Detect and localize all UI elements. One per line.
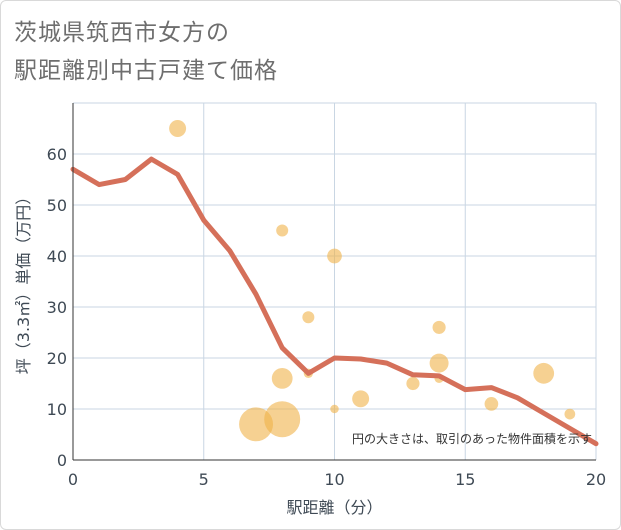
- average-line-layer: [70, 156, 599, 447]
- chart-title-line-1: 茨城県筑西市女方の: [14, 20, 230, 46]
- scatter-point: [276, 224, 289, 237]
- y-tick-label: 40: [47, 247, 67, 266]
- bubble-size-note: 円の大きさは、取引のあった物件面積を示す: [352, 431, 592, 446]
- scatter-point: [406, 376, 420, 391]
- y-tick-label: 30: [47, 298, 67, 317]
- y-tick-label: 20: [47, 349, 67, 368]
- chart-title: 茨城県筑西市女方の 駅距離別中古戸建て価格: [14, 14, 278, 90]
- scatter-bubbles: [169, 120, 576, 442]
- scatter-point: [533, 362, 555, 384]
- y-tick-label: 60: [47, 145, 67, 164]
- scatter-point: [327, 248, 342, 264]
- scatter-point: [169, 120, 187, 137]
- scatter-point: [271, 368, 293, 389]
- y-tick-label: 50: [47, 196, 67, 215]
- scatter-point: [264, 401, 301, 438]
- average-price-line: [70, 156, 599, 447]
- x-tick-label: 10: [324, 470, 344, 489]
- scatter-point: [330, 404, 339, 414]
- scatter-point: [484, 397, 499, 411]
- x-tick-label: 20: [586, 470, 606, 489]
- y-tick-label: 10: [47, 400, 67, 419]
- y-tick-label: 0: [57, 451, 67, 470]
- axes: 0 5 10 15 20 0 10 20 30 40 50 60: [47, 103, 606, 489]
- x-axis-label: 駅距離（分）: [286, 498, 382, 517]
- x-tick-label: 15: [455, 470, 475, 489]
- scatter-point: [432, 320, 446, 334]
- scatter-point: [564, 408, 576, 420]
- axis-labels: 駅距離（分） 坪（3.3㎡）単価（万円） 円の大きさは、取引のあった物件面積を示…: [14, 189, 592, 517]
- y-axis-label: 坪（3.3㎡）単価（万円）: [14, 189, 33, 374]
- grid-lines: [73, 102, 597, 460]
- x-tick-label: 5: [199, 470, 209, 489]
- scatter-point: [429, 353, 449, 373]
- x-tick-label: 0: [68, 470, 78, 489]
- chart-title-line-2: 駅距離別中古戸建て価格: [14, 58, 278, 84]
- scatter-point: [302, 311, 315, 324]
- scatter-point: [352, 390, 370, 408]
